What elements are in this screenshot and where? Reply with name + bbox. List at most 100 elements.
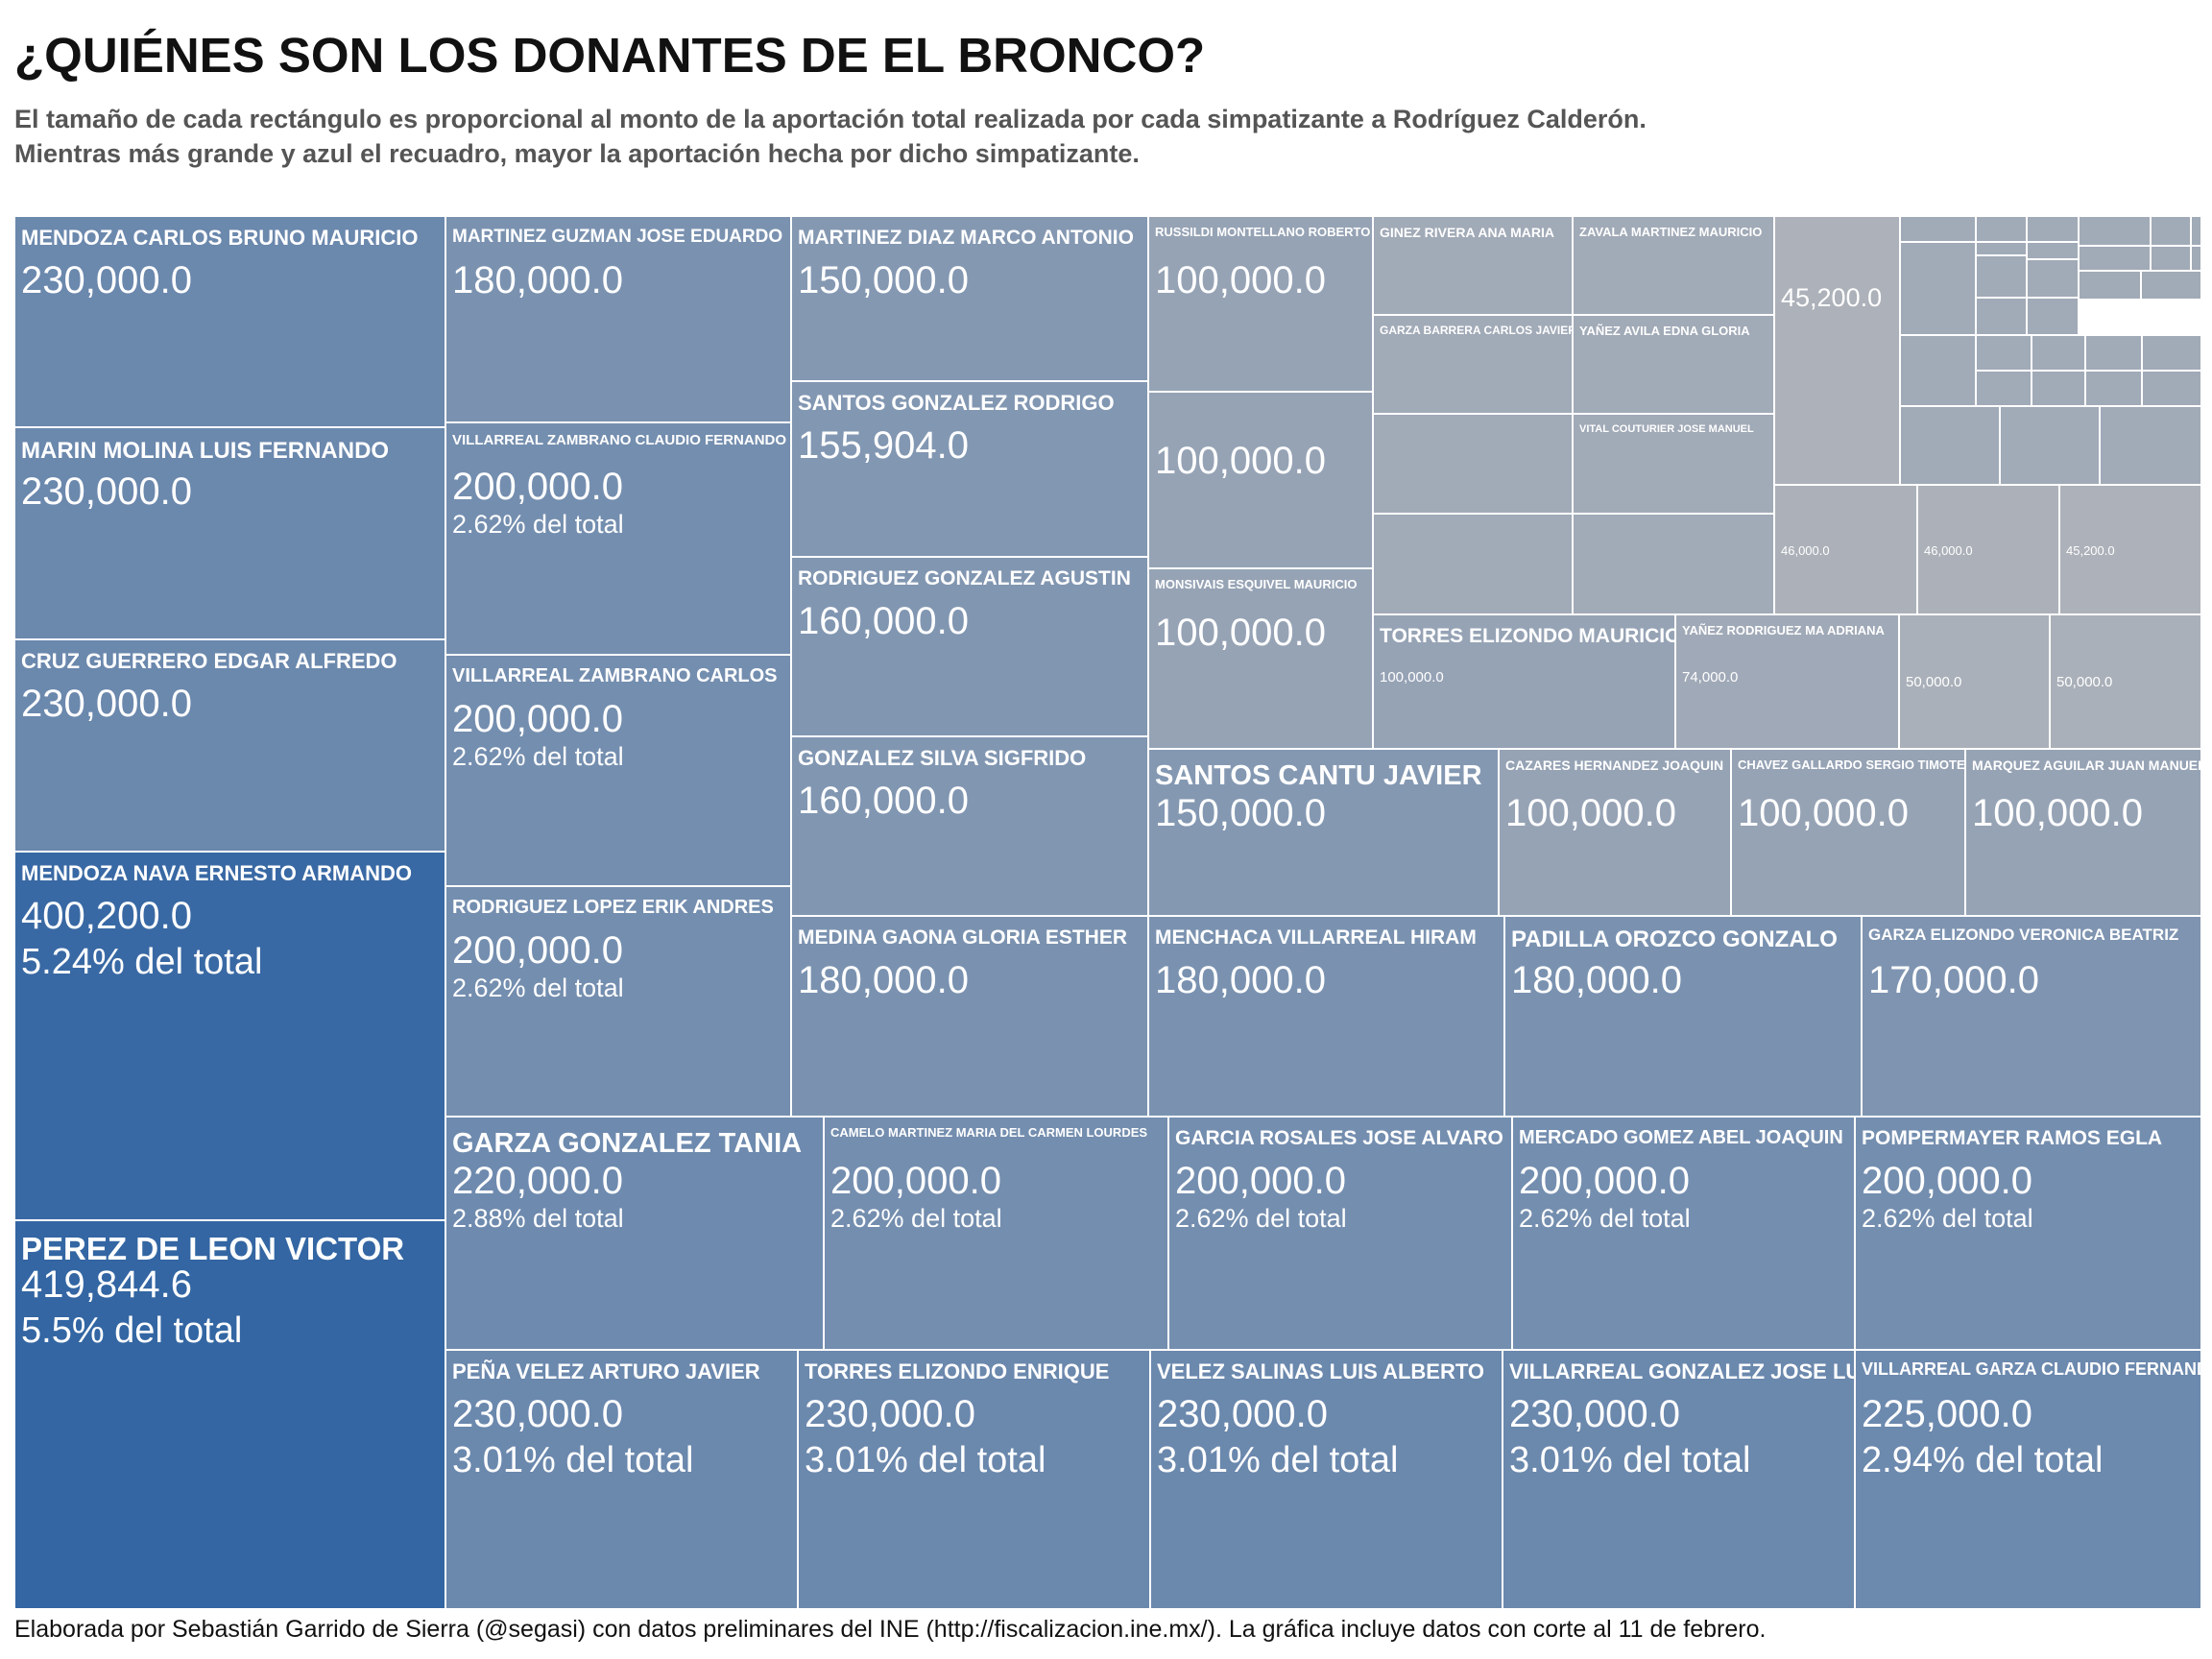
treemap-rect-velez-salinas-luis-alberto <box>1149 1349 1503 1610</box>
treemap-rect-marquez-aguilar-juan-manuel <box>1964 748 2202 917</box>
treemap-rect-rodriguez-lopez-erik-andres <box>445 885 792 1118</box>
treemap-rect-garza-gonzalez-tania <box>445 1116 825 1351</box>
treemap-cell-unlabeled-13 <box>1975 254 2028 299</box>
treemap-rect-mendoza-nava-ernesto-armando <box>13 851 446 1221</box>
treemap-rect-chavez-gallardo-sergio-timoteo <box>1730 748 1966 917</box>
treemap-rect-garza-elizondo-veronica-beatriz <box>1861 915 2202 1118</box>
treemap-cell-vital-couturier-jose-manuel: VITAL COUTURIER JOSE MANUEL <box>1572 413 1775 515</box>
treemap-cell-cell-41: 45,200.0 <box>1773 215 1901 486</box>
treemap-rect-cell-40 <box>1916 484 2060 615</box>
treemap-cell-villarreal-gonzalez-jose-luis: VILLARREAL GONZALEZ JOSE LUIS230,000.03.… <box>1502 1349 1881 1610</box>
treemap-rect-cell-30 <box>1147 391 1374 569</box>
treemap-cell-cell-38: 50,000.0 <box>2049 613 2202 750</box>
treemap-cell-cell-42: 45,200.0 <box>2058 484 2202 615</box>
chart-title: ¿QUIÉNES SON LOS DONANTES DE EL BRONCO? <box>14 28 1206 83</box>
treemap-cell-villarreal-garza-claudio-fernando: VILLARREAL GARZA CLAUDIO FERNANDO225,000… <box>1854 1349 2212 1610</box>
treemap-rect-pompermayer-ramos-egla <box>1854 1116 2202 1351</box>
treemap-rect-padilla-orozco-gonzalo <box>1503 915 1863 1118</box>
treemap-rect-santos-gonzalez-rodrigo <box>790 380 1149 558</box>
treemap-cell-velez-salinas-luis-alberto: VELEZ SALINAS LUIS ALBERTO230,000.03.01%… <box>1149 1349 1503 1610</box>
treemap-rect-rodriguez-gonzalez-agustin <box>790 556 1149 737</box>
treemap-rect-cell-42 <box>2058 484 2202 615</box>
treemap-rect-marin-molina-luis-fernando <box>13 426 446 640</box>
treemap-rect-russildi-montellano-roberto <box>1147 215 1374 393</box>
treemap-rect-yanez-rodriguez-ma-adriana <box>1674 613 1900 750</box>
treemap-rect-martinez-guzman-jose-eduardo <box>445 215 792 423</box>
treemap-cell-villarreal-zambrano-carlos: VILLARREAL ZAMBRANO CARLOS200,000.02.62%… <box>445 654 792 887</box>
treemap-rect-cell-37 <box>1898 613 2051 750</box>
treemap-rect-menchaca-villarreal-hiram <box>1147 915 1505 1118</box>
treemap-cell-unlabeled-33 <box>1999 405 2101 486</box>
treemap-rect-zavala-martinez-mauricio <box>1572 215 1775 316</box>
treemap-cell-unlabeled-11 <box>1899 241 1977 336</box>
treemap-cell-villarreal-zambrano-claudio-fernando: VILLARREAL ZAMBRANO CLAUDIO FERNANDO200,… <box>445 421 792 656</box>
treemap-cell-mercado-gomez-abel-joaquin: MERCADO GOMEZ ABEL JOAQUIN200,000.02.62%… <box>1511 1116 1856 1351</box>
treemap-cell-rodriguez-lopez-erik-andres: RODRIGUEZ LOPEZ ERIK ANDRES200,000.02.62… <box>445 885 792 1118</box>
treemap-cell-cell-40: 46,000.0 <box>1916 484 2060 615</box>
treemap-rect-martinez-diaz-marco-antonio <box>790 215 1149 382</box>
treemap-rect-cazares-hernandez-joaquin <box>1498 748 1732 917</box>
treemap-rect-torres-elizondo-enrique <box>797 1349 1151 1610</box>
treemap-cell-unlabeled-17 <box>2150 245 2192 272</box>
treemap-cell-unlabeled-3 <box>1572 513 1775 615</box>
treemap-rect-villarreal-zambrano-claudio-fernando <box>445 421 792 656</box>
treemap-rect-pena-velez-arturo-javier <box>445 1349 799 1610</box>
treemap-cell-garcia-rosales-jose-alvaro: GARCIA ROSALES JOSE ALVARO200,000.02.62%… <box>1167 1116 1513 1351</box>
treemap-cell-unlabeled-2 <box>1372 513 1574 615</box>
treemap-cell-cell-30: 100,000.0 <box>1147 391 1374 569</box>
treemap-rect-cell-38 <box>2049 613 2202 750</box>
treemap-cell-mendoza-nava-ernesto-armando: MENDOZA NAVA ERNESTO ARMANDO400,200.05.2… <box>13 851 446 1221</box>
treemap-cell-unlabeled-26 <box>2084 334 2143 372</box>
treemap-rect-mendoza-carlos-bruno-mauricio <box>13 215 446 428</box>
treemap-rect-mercado-gomez-abel-joaquin <box>1511 1116 1856 1351</box>
treemap-cell-unlabeled-25 <box>2031 334 2086 372</box>
treemap-rect-cruz-guerrero-edgar-alfredo <box>13 638 446 853</box>
treemap-rect-gonzalez-silva-sigfrido <box>790 735 1149 917</box>
treemap-cell-unlabeled-31 <box>2141 370 2202 407</box>
treemap-cell-unlabeled-14 <box>2026 241 2080 260</box>
treemap-cell-unlabeled-27 <box>2141 334 2202 372</box>
treemap-cell-unlabeled-16 <box>2078 245 2152 272</box>
treemap-cell-unlabeled-8 <box>2078 215 2152 247</box>
treemap-rect-villarreal-zambrano-carlos <box>445 654 792 887</box>
treemap-cell-ginez-rivera-ana-maria: GINEZ RIVERA ANA MARIA <box>1372 215 1574 316</box>
treemap-cell-unlabeled-30 <box>2084 370 2143 407</box>
treemap-cell-unlabeled-1 <box>1372 413 1574 515</box>
subtitle-line-2: Mientras más grande y azul el recuadro, … <box>14 139 1140 168</box>
treemap-cell-unlabeled-18 <box>2190 245 2202 272</box>
treemap-rect-perez-de-leon-victor <box>13 1219 446 1610</box>
treemap-cell-unlabeled-9 <box>2150 215 2192 247</box>
treemap-cell-cell-39: 46,000.0 <box>1773 484 1918 615</box>
treemap-rect-villarreal-garza-claudio-fernando <box>1854 1349 2202 1610</box>
treemap-cell-unlabeled-34 <box>2099 405 2202 486</box>
treemap-cell-unlabeled-21 <box>2078 270 2142 301</box>
treemap-rect-torres-elizondo-mauricio <box>1372 613 1676 750</box>
treemap-rect-yanez-avila-edna-gloria <box>1572 314 1775 415</box>
treemap-cell-zavala-martinez-mauricio: ZAVALA MARTINEZ MAURICIO <box>1572 215 1775 316</box>
treemap-cell-unlabeled-23 <box>1899 334 1977 407</box>
treemap-rect-garcia-rosales-jose-alvaro <box>1167 1116 1513 1351</box>
treemap-rect-cell-39 <box>1773 484 1918 615</box>
treemap-cell-unlabeled-15 <box>2026 258 2080 299</box>
treemap-cell-unlabeled-28 <box>1975 370 2032 407</box>
treemap-cell-unlabeled-19 <box>1975 297 2028 336</box>
